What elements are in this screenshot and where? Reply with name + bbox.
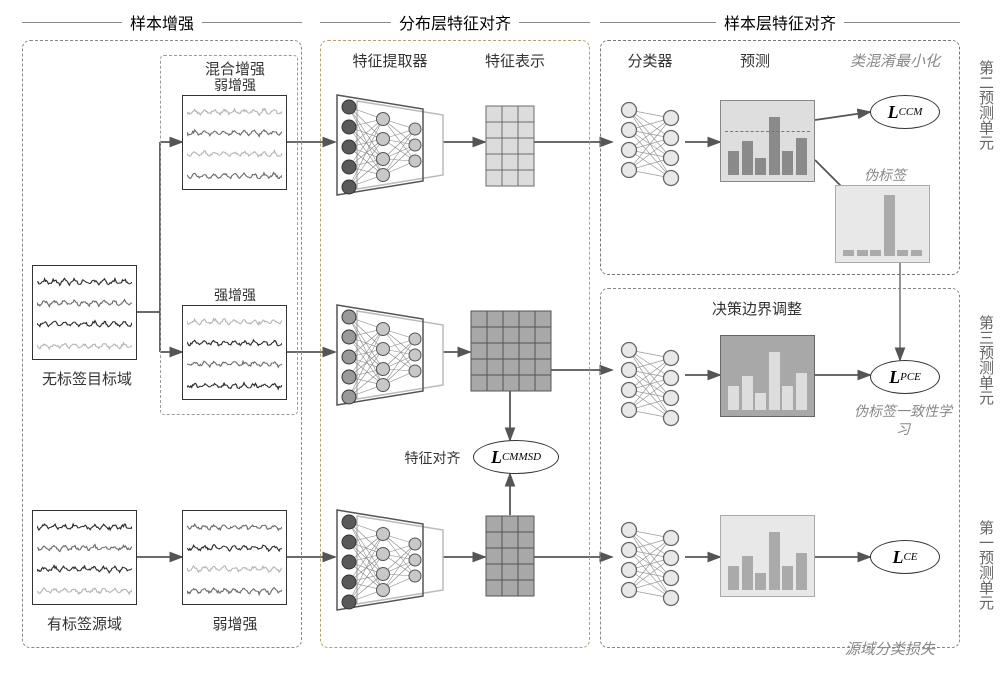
section-title: 样本层特征对齐 (724, 10, 836, 34)
signal-box-unlabeled (32, 265, 137, 360)
label-src-cls-loss: 源域分类损失 (830, 638, 950, 659)
label-pseudo-consistency: 伪标签一致性学习 (848, 402, 958, 438)
label-feat-repr: 特征表示 (470, 50, 560, 71)
signal-box-strong (182, 305, 287, 400)
label-weak-row3: 弱增强 (190, 613, 280, 634)
signal-box-weak1 (182, 95, 287, 190)
section-title: 样本增强 (130, 10, 194, 34)
section-header-sample: 样本层特征对齐 (600, 10, 960, 34)
side-label-unit2: 第二预测单元 (975, 60, 996, 150)
loss-ce: LCE (870, 540, 940, 574)
signal-box-weak3 (182, 510, 287, 605)
feature-extractor-row2 (335, 305, 443, 410)
section-header-aug: 样本增强 (22, 10, 302, 34)
classifier-row1 (615, 100, 687, 193)
classifier-row3 (615, 520, 687, 613)
bar-box-pred3 (720, 515, 815, 597)
label-class-conf-min: 类混淆最小化 (835, 50, 955, 71)
label-pseudo: 伪标签 (850, 165, 920, 185)
label-labeled: 有标签源域 (32, 613, 137, 634)
feature-grid-row1 (485, 105, 535, 192)
label-strong-row2: 强增强 (200, 285, 270, 305)
label-unlabeled: 无标签目标域 (32, 368, 142, 389)
feature-grid-row2 (470, 310, 552, 397)
label-classifier: 分类器 (615, 50, 685, 71)
loss-ccm: LCCM (870, 95, 940, 129)
feature-grid-row3 (485, 515, 535, 602)
feature-extractor-row3 (335, 510, 443, 615)
label-weak-row1: 弱增强 (200, 75, 270, 95)
classifier-row2 (615, 340, 687, 433)
side-label-unit3: 第三预测单元 (975, 315, 996, 405)
bar-box-pred2 (720, 335, 815, 417)
label-prediction: 预测 (720, 50, 790, 71)
bar-box-pseudo (835, 185, 930, 263)
section-header-dist: 分布层特征对齐 (320, 10, 590, 34)
side-label-unit1: 第一预测单元 (975, 520, 996, 610)
label-feat-extractor: 特征提取器 (340, 50, 440, 71)
loss-pce: LPCE (870, 360, 940, 394)
label-feat-align: 特征对齐 (395, 448, 470, 468)
section-title: 分布层特征对齐 (399, 10, 511, 34)
feature-extractor-row1 (335, 95, 443, 200)
signal-box-labeled (32, 510, 137, 605)
label-decision: 决策边界调整 (692, 298, 822, 319)
bar-box-pred1 (720, 100, 815, 182)
loss-cmmsd: LCMMSD (473, 440, 559, 474)
